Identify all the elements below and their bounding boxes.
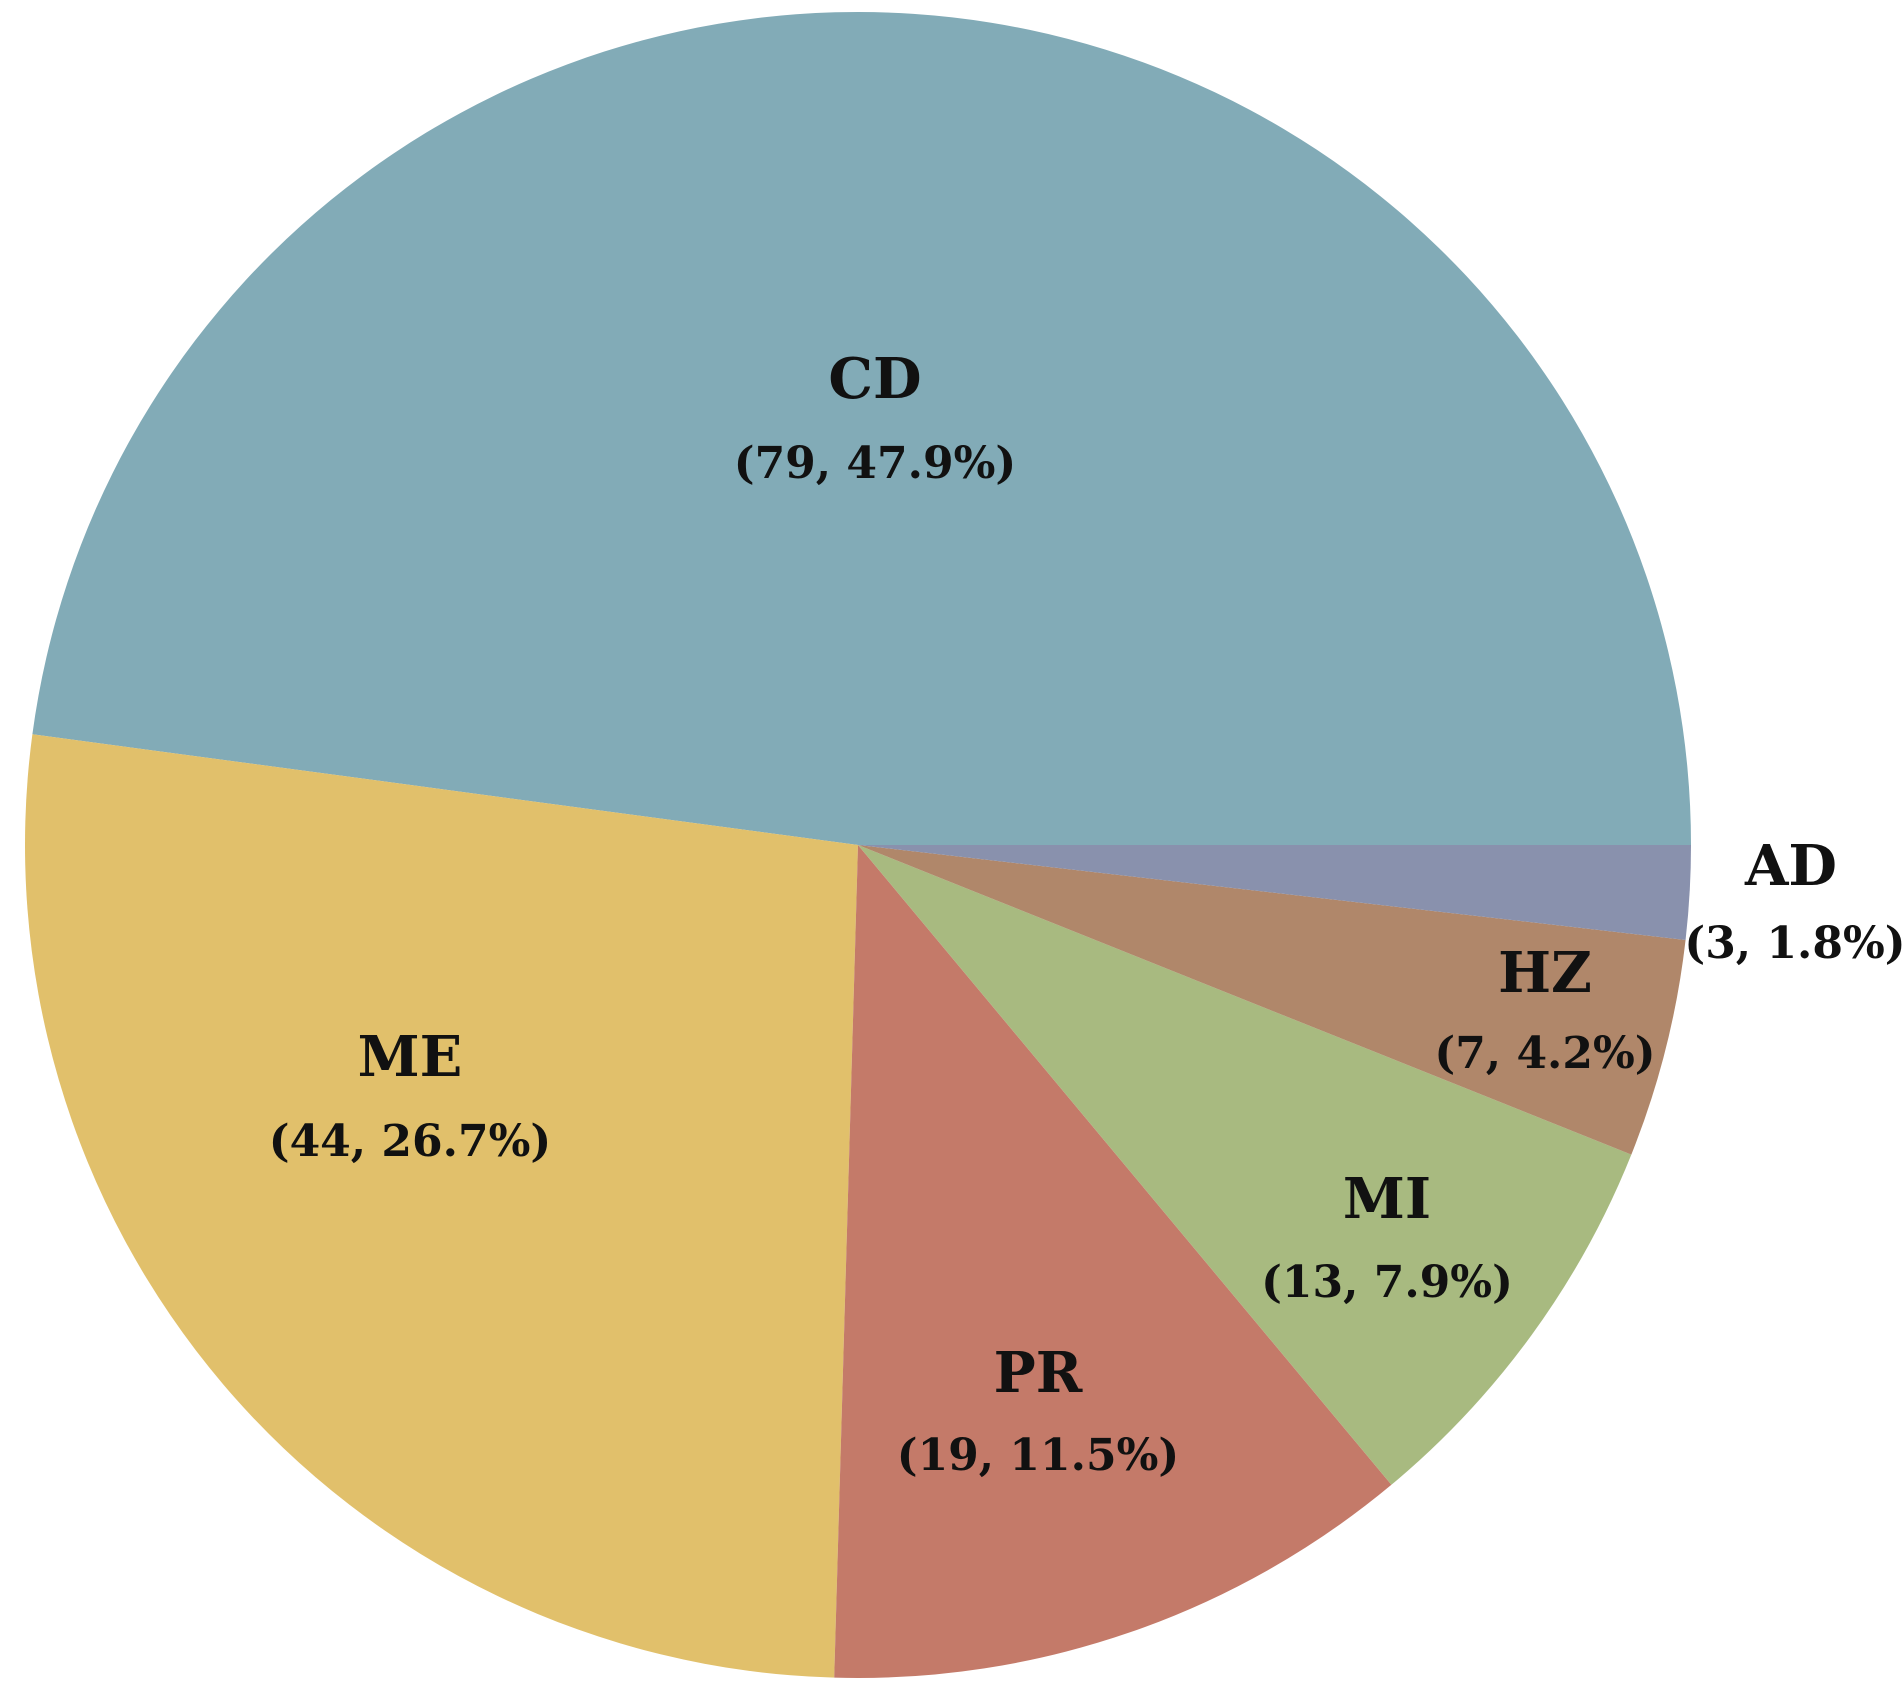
pie-slice-me xyxy=(25,734,859,1678)
slice-label-me: ME xyxy=(358,1024,463,1090)
slice-label-pr: PR xyxy=(994,1340,1083,1406)
slice-label-hz: HZ xyxy=(1498,940,1592,1006)
pie-slice-cd xyxy=(32,12,1691,845)
slice-value-hz: (7, 4.2%) xyxy=(1434,1028,1655,1079)
slice-value-cd: (79, 47.9%) xyxy=(734,438,1016,489)
slice-value-ad: (3, 1.8%) xyxy=(1684,918,1902,969)
pie-labels: CD (79, 47.9%) ME (44, 26.7%) PR (19, 11… xyxy=(269,346,1902,1481)
pie-slice-hz xyxy=(858,845,1686,1155)
pie-slice-pr xyxy=(834,845,1392,1678)
slice-label-mi: MI xyxy=(1343,1166,1431,1232)
slice-label-cd: CD xyxy=(828,346,921,412)
pie-slice-ad xyxy=(858,845,1691,940)
slice-value-pr: (19, 11.5%) xyxy=(897,1430,1179,1481)
slice-label-ad: AD xyxy=(1744,833,1837,899)
pie-slices xyxy=(25,12,1691,1678)
pie-slice-mi xyxy=(858,845,1632,1485)
slice-value-me: (44, 26.7%) xyxy=(269,1116,551,1167)
slice-value-mi: (13, 7.9%) xyxy=(1261,1257,1513,1308)
